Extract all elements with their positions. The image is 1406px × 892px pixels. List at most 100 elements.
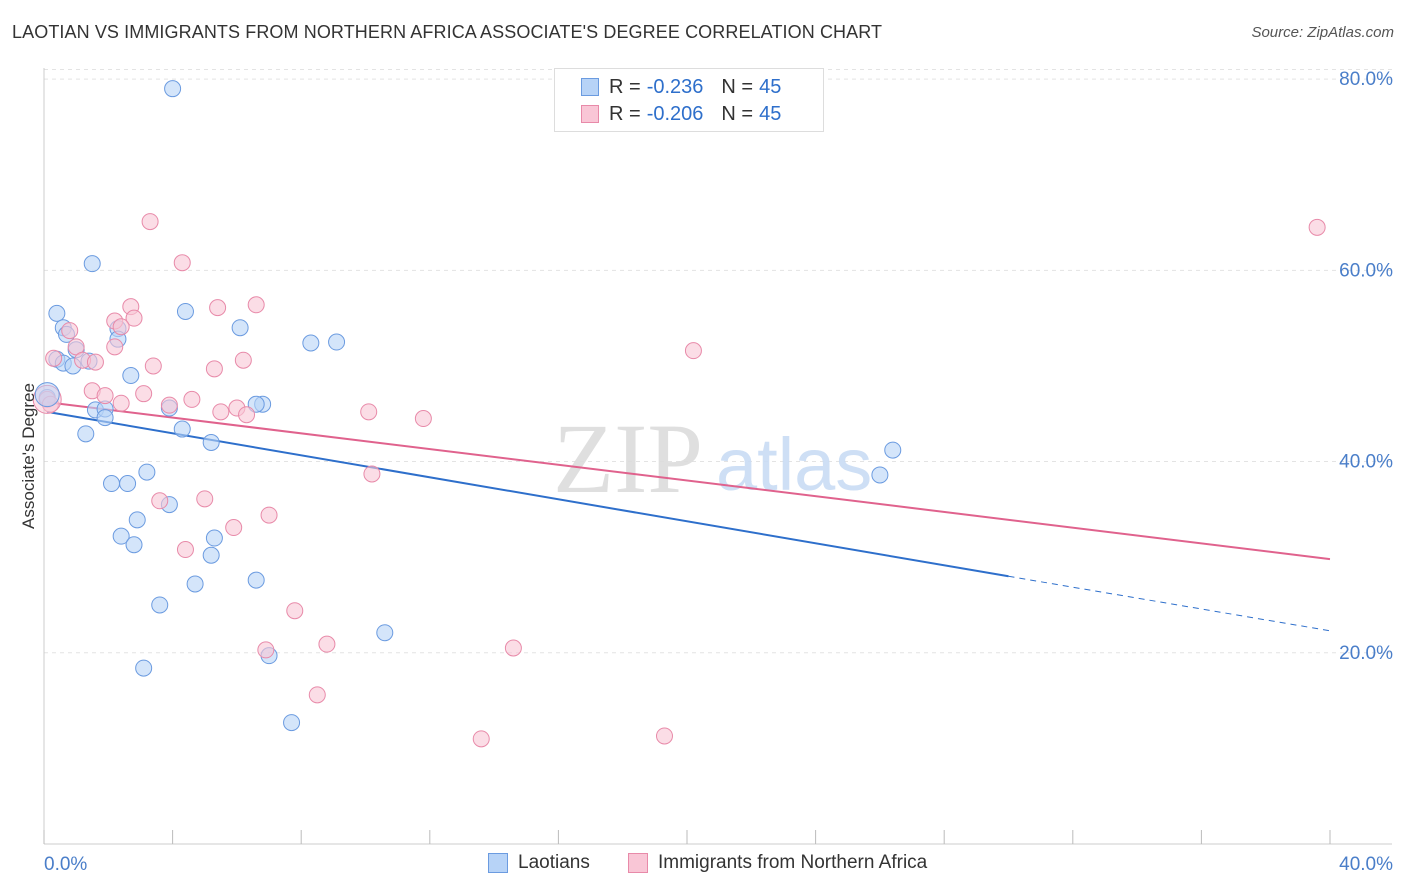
- point-immigrants: [45, 349, 63, 367]
- point-immigrants: [472, 730, 490, 748]
- point-immigrants: [504, 639, 522, 657]
- legend-row-immigrants: R = -0.206 N = 45: [555, 100, 781, 128]
- series-swatch-immigrants: [628, 853, 648, 873]
- point-immigrants: [106, 338, 124, 356]
- legend-n-value: 45: [759, 102, 782, 125]
- y-tick-label: 60.0%: [1339, 260, 1393, 281]
- point-immigrants: [160, 396, 178, 414]
- y-tick-label: 20.0%: [1339, 643, 1393, 664]
- point-immigrants: [176, 541, 194, 559]
- point-immigrants: [1308, 218, 1326, 236]
- point-laotians: [151, 596, 169, 614]
- point-immigrants: [96, 387, 114, 405]
- series-legend-laotians[interactable]: Laotians: [488, 852, 590, 874]
- point-immigrants: [212, 403, 230, 421]
- x-tick-label: 40.0%: [1339, 854, 1393, 875]
- point-laotians: [119, 475, 137, 493]
- point-laotians: [231, 319, 249, 337]
- point-laotians: [96, 409, 114, 427]
- point-immigrants: [209, 299, 227, 317]
- series-legend-immigrants[interactable]: Immigrants from Northern Africa: [628, 852, 927, 874]
- point-laotians: [871, 466, 889, 484]
- legend-row-laotians: R = -0.236 N = 45: [555, 73, 781, 101]
- point-laotians: [77, 425, 95, 443]
- trend-line-immigrants: [47, 401, 1331, 561]
- point-immigrants: [112, 318, 130, 336]
- point-laotians: [202, 546, 220, 564]
- point-laotians: [202, 433, 220, 451]
- point-immigrants: [684, 342, 702, 360]
- y-tick-label: 40.0%: [1339, 452, 1393, 473]
- point-laotians: [247, 395, 265, 413]
- trend-line-laotians-extrapolated: [1008, 575, 1331, 632]
- point-laotians: [128, 511, 146, 529]
- point-laotians: [328, 333, 346, 351]
- legend-r-label: R =: [609, 102, 641, 125]
- point-laotians: [164, 80, 182, 98]
- point-immigrants: [86, 353, 104, 371]
- point-immigrants: [238, 406, 256, 424]
- y-tick-label: 80.0%: [1339, 69, 1393, 90]
- point-immigrants: [196, 490, 214, 508]
- axes: [43, 68, 1392, 845]
- point-immigrants: [135, 385, 153, 403]
- legend-r-value: -0.236: [646, 75, 704, 98]
- point-immigrants: [363, 465, 381, 483]
- point-immigrants: [125, 309, 143, 327]
- series-swatch-laotians: [488, 853, 508, 873]
- point-immigrants: [144, 357, 162, 375]
- data-points: [32, 80, 1326, 748]
- point-immigrants: [308, 686, 326, 704]
- point-laotians: [205, 529, 223, 547]
- series-label-laotians: Laotians: [518, 852, 590, 873]
- tick-labels: 20.0% 40.0% 60.0% 80.0% 0.0% 40.0%: [44, 69, 1393, 875]
- point-laotians: [376, 624, 394, 642]
- point-immigrants: [112, 394, 130, 412]
- point-laotians: [302, 334, 320, 352]
- point-laotians: [283, 714, 301, 732]
- point-laotians: [176, 302, 194, 320]
- point-immigrants: [173, 254, 191, 272]
- point-immigrants: [225, 519, 243, 537]
- point-immigrants: [205, 360, 223, 378]
- point-laotians: [138, 463, 156, 481]
- point-immigrants: [234, 351, 252, 369]
- point-immigrants: [141, 213, 159, 231]
- point-immigrants: [360, 403, 378, 421]
- point-laotians: [135, 659, 153, 677]
- point-laotians: [122, 367, 140, 385]
- point-laotians: [186, 575, 204, 593]
- point-laotians: [112, 527, 130, 545]
- point-immigrants: [151, 492, 169, 510]
- legend-swatch-laotians: [581, 78, 599, 96]
- legend-n-value: 45: [759, 75, 782, 98]
- point-laotians: [83, 255, 101, 273]
- y-axis-label: Associate's Degree: [19, 383, 38, 529]
- legend-r-label: R =: [609, 75, 641, 98]
- point-laotians: [884, 441, 902, 459]
- point-laotians: [173, 420, 191, 438]
- point-immigrants: [183, 390, 201, 408]
- point-immigrants: [414, 410, 432, 428]
- point-laotians: [103, 475, 121, 493]
- point-laotians: [125, 536, 143, 554]
- source-label: Source: ZipAtlas.com: [1251, 24, 1394, 41]
- point-laotians: [48, 304, 66, 322]
- legend-r-value: -0.206: [646, 102, 704, 125]
- chart-title: LAOTIAN VS IMMIGRANTS FROM NORTHERN AFRI…: [12, 22, 883, 42]
- watermark-atlas: atlas: [716, 423, 872, 506]
- point-immigrants: [257, 641, 275, 659]
- point-immigrants: [318, 635, 336, 653]
- stats-legend: R = -0.236 N = 45 R = -0.206 N = 45: [554, 68, 824, 132]
- point-immigrants: [61, 322, 79, 340]
- point-immigrants: [260, 506, 278, 524]
- series-label-immigrants: Immigrants from Northern Africa: [658, 852, 928, 873]
- point-laotians-large: [34, 382, 60, 408]
- point-laotians: [247, 571, 265, 589]
- point-immigrants: [286, 602, 304, 620]
- legend-swatch-immigrants: [581, 105, 599, 123]
- watermark: ZIP atlas: [553, 403, 872, 514]
- point-immigrants: [655, 727, 673, 745]
- point-immigrants: [247, 296, 265, 314]
